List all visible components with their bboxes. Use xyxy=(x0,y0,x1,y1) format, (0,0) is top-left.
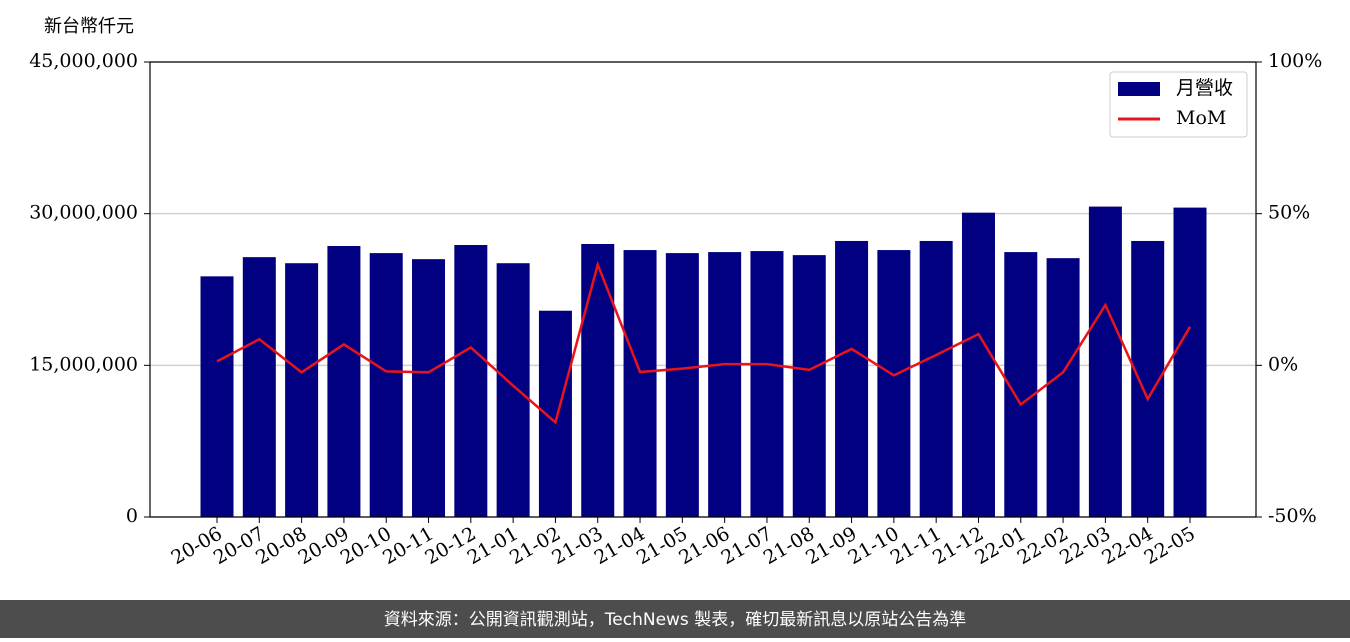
y2-tick-label: 0% xyxy=(1268,353,1298,375)
bar xyxy=(454,245,488,517)
legend: 月營收 MoM xyxy=(1109,71,1248,138)
plot-frame xyxy=(149,61,1257,518)
footer-bar xyxy=(0,600,1350,638)
legend-label: 月營收 xyxy=(1176,77,1233,99)
legend-swatch xyxy=(1118,82,1160,96)
bar xyxy=(1173,207,1207,517)
bar xyxy=(961,212,995,517)
bar xyxy=(835,240,869,517)
bar xyxy=(1046,258,1080,517)
y2-tick-label: 50% xyxy=(1268,202,1310,224)
y-axis-unit: 新台幣仟元 xyxy=(44,16,134,37)
source-note: 資料來源：公開資訊觀測站，TechNews 製表，確切最新訊息以原站公告為準 xyxy=(384,610,966,630)
bar xyxy=(1088,206,1122,518)
y2-tick-label: -50% xyxy=(1268,505,1317,527)
bar xyxy=(369,253,403,517)
bar xyxy=(412,259,446,517)
y-tick-label: 15,000,000 xyxy=(29,353,138,375)
y-tick-label: 30,000,000 xyxy=(29,202,138,224)
bar xyxy=(792,255,826,517)
bar xyxy=(708,252,742,518)
bar xyxy=(750,251,784,518)
legend-label: MoM xyxy=(1176,107,1226,129)
bar xyxy=(327,246,361,517)
bar xyxy=(623,250,657,518)
bar xyxy=(877,250,911,518)
bar xyxy=(242,257,276,517)
bar xyxy=(665,253,699,517)
bar xyxy=(200,276,234,517)
line xyxy=(216,260,1192,425)
y-tick-label: 0 xyxy=(126,505,138,527)
bar xyxy=(581,244,615,517)
bar xyxy=(285,263,319,517)
bar xyxy=(496,263,530,517)
y-tick-label: 45,000,000 xyxy=(29,50,138,72)
bar xyxy=(919,240,953,517)
y2-tick-label: 100% xyxy=(1268,50,1322,72)
